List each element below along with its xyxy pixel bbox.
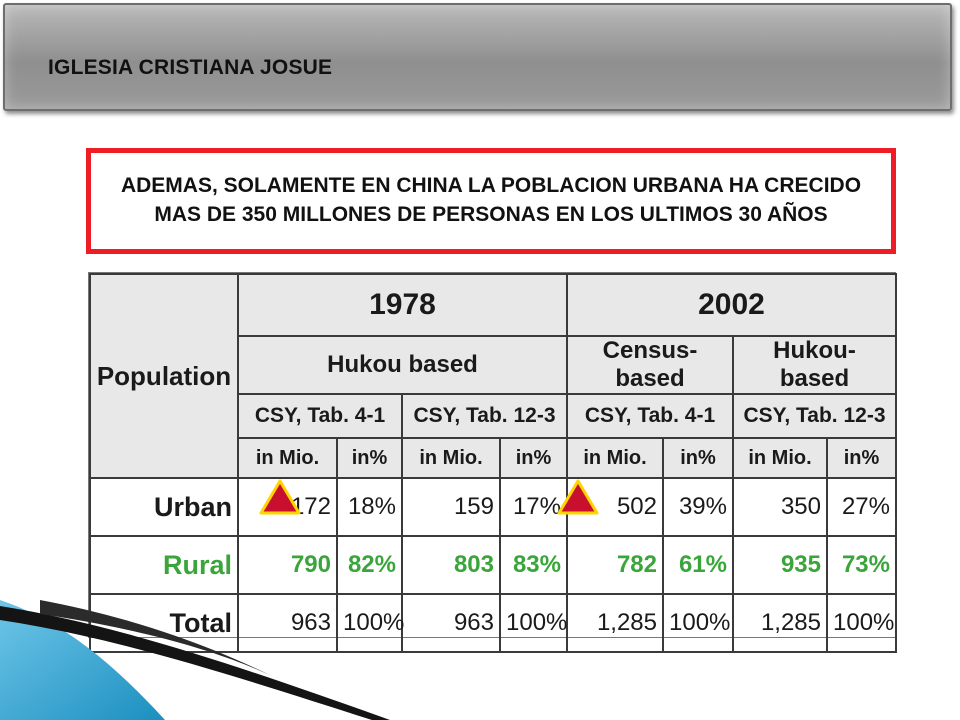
table-row-rural: Rural 790 82% 803 83% 782 61% 935 73%: [89, 535, 897, 595]
table-cell: 790: [237, 535, 338, 595]
header-bar: [3, 3, 952, 111]
table-cell: 935: [732, 535, 828, 595]
header-title: IGLESIA CRISTIANA JOSUE: [48, 56, 333, 79]
corner-header: Population: [89, 273, 239, 479]
callout-box: ADEMAS, SOLAMENTE EN CHINA LA POBLACION …: [86, 148, 896, 254]
table-cell: 159: [401, 477, 501, 537]
unit-header: in%: [499, 437, 568, 479]
source-header: CSY, Tab. 12-3: [732, 393, 897, 439]
table-row-total: Total 963 100% 963 100% 1,285 100% 1,285…: [89, 593, 897, 653]
source-header: CSY, Tab. 4-1: [566, 393, 734, 439]
table-cell: 73%: [826, 535, 897, 595]
table-cell: 100%: [336, 593, 404, 653]
table-cell: 100%: [499, 593, 568, 653]
unit-header: in Mio.: [401, 437, 501, 479]
row-label-urban: Urban: [89, 477, 239, 537]
unit-header: in%: [336, 437, 403, 479]
unit-header: in Mio.: [237, 437, 338, 479]
callout-text: ADEMAS, SOLAMENTE EN CHINA LA POBLACION …: [120, 174, 862, 226]
table-cell: 27%: [826, 477, 897, 537]
table-cell: 39%: [662, 477, 734, 537]
source-header: CSY, Tab. 4-1: [237, 393, 403, 439]
row-label-rural: Rural: [89, 535, 239, 595]
basis-header-hukou-1978: Hukou based: [237, 335, 568, 395]
basis-header-hukou-2002: Hukou-based: [732, 335, 897, 395]
corner-wave-decoration: [0, 600, 390, 720]
unit-header: in Mio.: [732, 437, 828, 479]
table-cell: 963: [401, 593, 501, 653]
year-header-2002: 2002: [566, 273, 897, 337]
population-table: Population 1978 2002 Hukou based Census-…: [88, 272, 897, 653]
table-cell: 100%: [662, 593, 734, 653]
table-cell: 61%: [662, 535, 734, 595]
table-row-urban: Urban 172 18% 159 17% 502 39% 350 27%: [89, 477, 897, 537]
up-triangle-icon: [259, 479, 301, 515]
header-band: IGLESIA CRISTIANA JOSUE: [0, 0, 960, 116]
table-cell: 1,285: [732, 593, 828, 653]
table-cell: 172: [237, 477, 338, 537]
unit-header: in%: [662, 437, 734, 479]
unit-header: in Mio.: [566, 437, 664, 479]
table-cell: 83%: [499, 535, 568, 595]
table-cell: 963: [237, 593, 338, 653]
table-cell: 803: [401, 535, 501, 595]
source-header: CSY, Tab. 12-3: [401, 393, 568, 439]
table-cell: 82%: [336, 535, 403, 595]
up-triangle-icon: [557, 479, 599, 515]
table-cell: 782: [566, 535, 664, 595]
table-cell: 1,285: [566, 593, 664, 653]
table-cell: 17%: [499, 477, 568, 537]
unit-header: in%: [826, 437, 897, 479]
table-cell: 350: [732, 477, 828, 537]
table-cell: 18%: [336, 477, 403, 537]
table-cell: 100%: [826, 593, 897, 653]
basis-header-census-2002: Census-based: [566, 335, 734, 395]
year-header-1978: 1978: [237, 273, 568, 337]
